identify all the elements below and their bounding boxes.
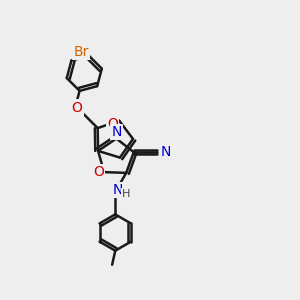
Text: N: N — [161, 145, 171, 159]
Text: N: N — [112, 183, 123, 197]
Text: O: O — [93, 165, 104, 179]
Text: H: H — [122, 189, 130, 199]
Text: O: O — [72, 100, 83, 115]
Text: Br: Br — [74, 45, 89, 59]
Text: O: O — [107, 117, 118, 131]
Text: N: N — [111, 125, 122, 139]
